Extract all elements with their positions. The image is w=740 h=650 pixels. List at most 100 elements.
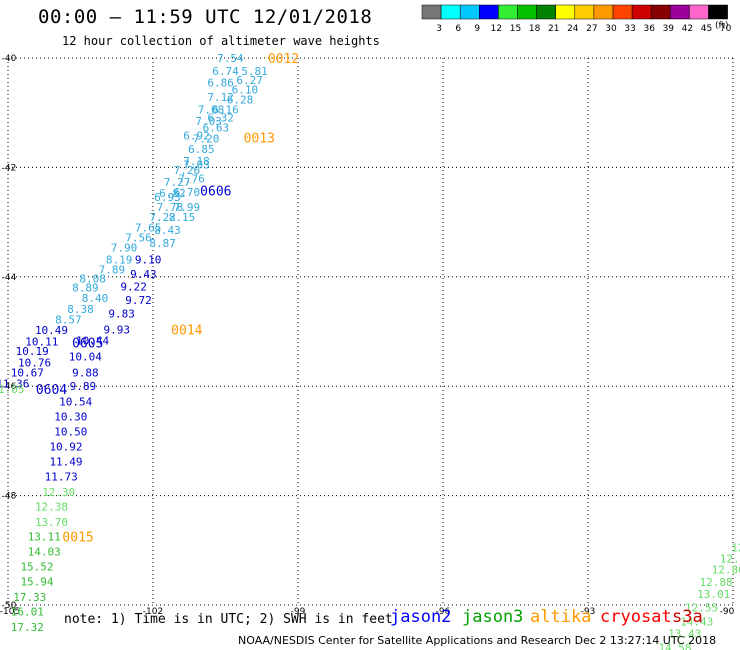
swh-value-label: 11.05 xyxy=(0,383,25,396)
swh-value-label: 9.93 xyxy=(104,323,131,336)
y-tick-label: -40 xyxy=(2,54,17,64)
swh-value-label: 8.19 xyxy=(106,253,133,266)
swh-value-label: 6.70 xyxy=(174,186,201,199)
colorbar-label: 33 xyxy=(624,24,635,34)
legend-item-cryosat: cryosat xyxy=(600,607,672,627)
swh-value-label: 10.11 xyxy=(25,335,58,348)
colorbar-swatch xyxy=(555,4,576,20)
credits-footer: NOAA/NESDIS Center for Satellite Applica… xyxy=(238,634,717,647)
swh-value-label: 8.15 xyxy=(169,211,196,224)
legend-item-jason3: jason3 xyxy=(462,607,524,627)
colorbar-label: 36 xyxy=(643,24,655,34)
swh-value-label: 15.94 xyxy=(20,575,53,588)
swh-value-label: 11.49 xyxy=(49,456,82,469)
y-tick-label: -50 xyxy=(2,601,17,611)
chart-subtitle: 12 hour collection of altimeter wave hei… xyxy=(62,34,380,48)
swh-value-label: 10.54 xyxy=(59,396,92,409)
y-tick-label: -42 xyxy=(2,163,17,173)
swh-value-label: 7.99 xyxy=(174,201,201,214)
swh-value-label: 13.43 xyxy=(668,627,701,640)
swh-value-label: 12.1 xyxy=(720,553,740,566)
y-tick-label: -48 xyxy=(2,492,17,502)
swh-value-label: 7.27 xyxy=(164,176,191,189)
swh-value-label: 8.43 xyxy=(154,224,181,237)
swh-labels: 7.545.816.746.276.866.107.126.287.086.16… xyxy=(0,52,740,650)
swh-value-label: 6.16 xyxy=(212,103,239,116)
time-label: 0014 xyxy=(171,323,202,338)
colorbar-swatch xyxy=(517,4,537,20)
colorbar-label: 39 xyxy=(663,24,675,34)
axis-ticks: -105 -102 -99 -96 -93 -90 -40 -42 -44 -46 -48 -50 xyxy=(0,54,735,617)
colorbar-swatch xyxy=(498,4,518,20)
swh-value-label: 10.44 xyxy=(76,334,109,347)
swh-value-label: 10.19 xyxy=(16,345,49,358)
swh-value-label: 10.49 xyxy=(35,324,68,337)
colorbar-swatch xyxy=(479,4,499,20)
x-tick-label: -96 xyxy=(436,607,451,617)
colorbar: 3 6 9 12 15 18 21 24 27 30 33 36 39 42 45 70 xyxy=(421,4,732,34)
swh-value-label: 10.30 xyxy=(54,410,87,423)
time-label: 0013 xyxy=(244,131,275,146)
swh-value-label: 12.38 xyxy=(35,501,68,514)
swh-value-label: 8.57 xyxy=(55,313,82,326)
swh-value-label: 6.32 xyxy=(207,112,234,125)
swh-value-label: 9.43 xyxy=(130,268,157,281)
colorbar-units: (ft) xyxy=(715,21,729,31)
swh-value-label: 7.18 xyxy=(183,155,210,168)
swh-value-label: 8.40 xyxy=(82,292,109,305)
swh-value-label: 7.03 xyxy=(195,115,222,128)
colorbar-swatch xyxy=(689,4,709,20)
colorbar-label: 12 xyxy=(491,24,502,34)
swh-value-label: 17.33 xyxy=(13,591,46,604)
swh-value-label: 13.01 xyxy=(697,588,730,601)
swh-value-label: 5.81 xyxy=(241,65,268,78)
y-tick-label: -46 xyxy=(2,382,17,392)
swh-value-label: 9.83 xyxy=(108,307,135,320)
swh-value-label: 12.88 xyxy=(700,576,733,589)
swh-value-label: 10.04 xyxy=(69,351,102,364)
colorbar-swatch xyxy=(421,4,442,20)
swh-value-label: 14.43 xyxy=(680,615,713,628)
legend-item-altika: altika xyxy=(530,607,592,627)
swh-value-label: 9.22 xyxy=(120,281,147,294)
legend-item-jason2: jason2 xyxy=(390,607,452,627)
colorbar-swatch xyxy=(670,4,690,20)
swh-value-label: 7.26 xyxy=(174,164,201,177)
swh-value-label: 6.74 xyxy=(212,65,239,78)
swh-value-label: 13.70 xyxy=(35,516,68,529)
colorbar-label: 42 xyxy=(682,24,693,34)
swh-value-label: 9.72 xyxy=(125,294,152,307)
swh-value-label: 7.03 xyxy=(183,159,210,172)
swh-value-label: 7.08 xyxy=(198,103,225,116)
footnote: note: 1) Time is in UTC; 2) SWH is in fe… xyxy=(64,612,393,627)
colorbar-swatch xyxy=(631,4,652,20)
swh-value-label: 6.92 xyxy=(183,130,210,143)
swh-value-label: 10.92 xyxy=(49,440,82,453)
swh-value-label: 11.73 xyxy=(45,470,78,483)
colorbar-label: 70 xyxy=(720,24,732,34)
swh-value-label: 6.28 xyxy=(227,94,254,107)
colorbar-swatch xyxy=(612,4,633,20)
colorbar-label: 6 xyxy=(455,24,461,34)
colorbar-label: 45 xyxy=(701,24,712,34)
x-tick-label: -93 xyxy=(581,607,596,617)
colorbar-swatch xyxy=(650,4,671,20)
swh-value-label: 6.63 xyxy=(203,121,230,134)
swh-value-label: 6.10 xyxy=(232,84,259,97)
swh-value-label: 9.89 xyxy=(70,380,97,393)
colorbar-label: 21 xyxy=(548,24,559,34)
swh-value-label: 7.56 xyxy=(125,231,152,244)
colorbar-swatch xyxy=(708,4,728,20)
plot-frame xyxy=(7,57,734,606)
swh-value-label: 14.03 xyxy=(28,545,61,558)
x-tick-label: -105 xyxy=(0,607,20,617)
swh-value-label: 17.32 xyxy=(11,621,44,634)
x-tick-label: -102 xyxy=(143,607,163,617)
swh-value-label: 6.27 xyxy=(236,74,263,87)
colorbar-swatch xyxy=(574,4,595,20)
swh-value-label: 8.89 xyxy=(72,282,99,295)
swh-value-label: 15.52 xyxy=(20,561,53,574)
swh-value-label: 8.87 xyxy=(149,237,176,250)
